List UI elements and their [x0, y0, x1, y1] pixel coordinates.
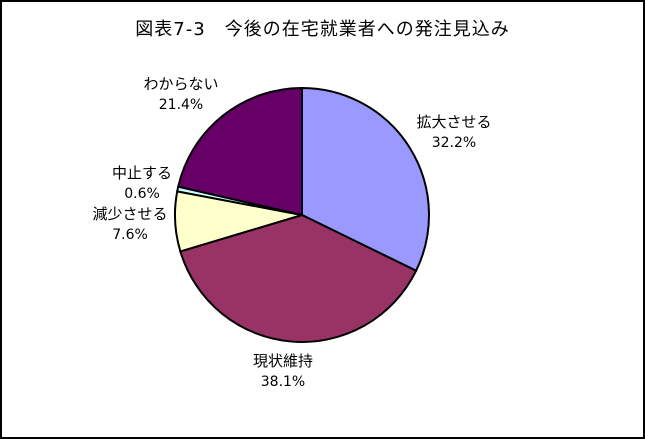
slice-label-text: 減少させる [92, 205, 168, 223]
slice-label-expand: 拡大させる 32.2% [416, 112, 491, 154]
slice-label-maintain: 現状維持 38.1% [253, 351, 313, 393]
slice-percent-text: 32.2% [431, 135, 477, 151]
slice-percent-text: 7.6% [112, 227, 148, 243]
slice-label-text: 拡大させる [416, 113, 492, 131]
pie-slice-4 [177, 86, 303, 217]
slice-percent-text: 0.6% [124, 186, 160, 202]
slice-label-decrease: 減少させる 7.6% [92, 204, 167, 246]
slice-label-text: わからない [143, 75, 219, 93]
slice-percent-text: 21.4% [158, 97, 204, 113]
slice-label-stop: 中止する 0.6% [112, 163, 172, 205]
slice-label-unknown: わからない 21.4% [143, 74, 218, 116]
slice-percent-text: 38.1% [260, 374, 306, 390]
slice-label-text: 中止する [111, 164, 173, 182]
slice-label-text: 現状維持 [252, 352, 314, 370]
pie-slice-1 [179, 213, 418, 343]
chart-title: 図表7-3 今後の在宅就業者への発注見込み [135, 19, 510, 40]
pie-slice-0 [301, 86, 430, 273]
